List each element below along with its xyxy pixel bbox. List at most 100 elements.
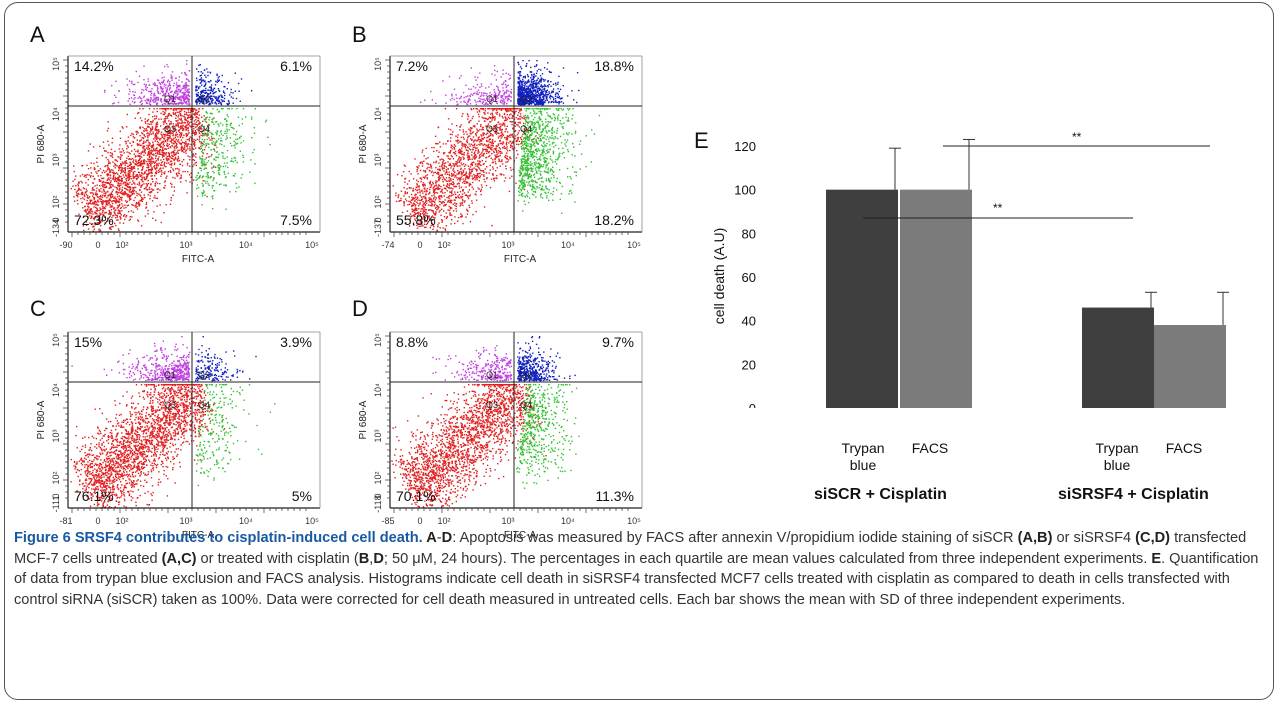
facs-y-tick-label: -118 (373, 495, 383, 512)
facs-x-tick-label: 10³ (501, 516, 514, 526)
caption-ref-ab: (A,B) (1017, 530, 1053, 546)
caption-text-5: or treated with cisplatin ( (196, 550, 359, 567)
group-label-sisrsf4: siSRSF4 + Cisplatin (1058, 486, 1209, 503)
facs-quadrant-name: Q4 (520, 124, 532, 134)
facs-y-tick-label: 10⁴ (51, 383, 61, 397)
bar-y-axis-label: cell death (A.U) (711, 228, 727, 324)
facs-y-tick-label: 10² (373, 471, 383, 484)
facs-x-tick-label: 10⁴ (239, 516, 253, 526)
facs-dots (70, 336, 276, 509)
facs-dots (392, 60, 601, 233)
facs-y-tick-label: 10³ (51, 153, 61, 166)
quadrant-percent-q4: 5% (291, 488, 312, 504)
facs-y-tick-label: 10³ (51, 429, 61, 442)
facs-y-tick-label: 10⁵ (51, 57, 61, 71)
significance-mark-2: ** (1072, 130, 1082, 144)
facs-y-tick-label: 10⁴ (373, 383, 383, 397)
facs-svg: -81 0 10² 10³ 10⁴ 10⁵10⁵10⁴10³10²0-111FITC-AP… (36, 331, 321, 541)
facs-plot-c: -81 0 10² 10³ 10⁴ 10⁵ 10⁵ 10⁴ 10³ 10² 0 -111 FITC-A P… (36, 322, 326, 562)
facs-dots (70, 60, 271, 233)
facs-y-tick-label: 10³ (373, 429, 383, 442)
facs-y-tick-label: -111 (51, 496, 61, 513)
facs-quadrant-name: Q1 (486, 94, 498, 104)
panel-label-b: B (352, 22, 367, 47)
facs-x-tick-label: 10³ (179, 516, 192, 526)
caption-text-8: . Quantification of data from trypan blu… (14, 550, 1259, 608)
facs-x-axis-label: FITC-A (504, 530, 537, 541)
quadrant-percent-q3: 70.1% (396, 488, 436, 504)
bar-chart-svg: 0 20 40 60 80 100 120 cell death (A.U) ** ** (711, 130, 1229, 408)
facs-x-tick-label: 10³ (179, 240, 192, 250)
figure-caption: Figure 6 SRSF4 contributes to cisplatin-… (14, 528, 1266, 610)
facs-x-tick-label: -90 (59, 240, 72, 250)
facs-quadrant-name: Q1 (164, 370, 176, 380)
facs-x-axis-label: FITC-A (504, 254, 537, 265)
quadrant-percent-q1: 8.8% (396, 334, 428, 350)
facs-x-tick-label: 10² (437, 240, 450, 250)
bar-y-tick-label: 120 (734, 139, 756, 154)
quadrant-percent-q1: 15% (74, 334, 103, 350)
caption-ref-cd: (C,D) (1135, 530, 1171, 546)
quadrant-percent-q4: 11.3% (595, 488, 634, 504)
facs-y-tick-label: 10³ (373, 153, 383, 166)
caption-ref-e: E (1151, 550, 1162, 567)
quadrant-percent-q2: 18.8% (594, 58, 634, 74)
figure-frame (4, 2, 1274, 700)
facs-quadrant-name: Q2 (198, 94, 210, 104)
bar-y-tick-label: 0 (749, 401, 756, 408)
facs-y-tick-label: -134 (51, 219, 61, 237)
facs-y-tick-label: 0 (373, 217, 383, 222)
facs-x-tick-label: -74 (381, 240, 394, 250)
facs-quadrant-name: Q2 (520, 94, 532, 104)
facs-x-axis-label: FITC-A (182, 254, 215, 265)
quadrant-percent-q2: 6.1% (280, 58, 312, 74)
bar-chart-e: E 0 20 40 60 80 100 120 cell death (A.U) ** ** Tr… (688, 108, 1262, 528)
facs-quadrant-name: Q3 (164, 400, 176, 410)
facs-x-tick-label: -85 (381, 516, 394, 526)
panel-label-d: D (352, 296, 368, 321)
bar-2 (900, 189, 972, 408)
facs-x-tick-label: 10² (437, 516, 450, 526)
facs-x-tick-label: 0 (417, 240, 422, 250)
category-label-facs-2: FACS (1165, 440, 1203, 456)
facs-quadrant-name: Q4 (198, 124, 210, 134)
facs-plot-b: -74 0 10² 10³ 10⁴ 10⁵ 10⁵ 10⁴ 10³ 10² 0 -137 FITC-A P… (358, 46, 648, 286)
facs-quadrant-name: Q3 (486, 400, 498, 410)
facs-x-tick-label: 10⁵ (305, 516, 319, 526)
facs-x-tick-label: 10² (115, 240, 128, 250)
group-label-siscr: siSCR + Cisplatin (814, 486, 947, 503)
facs-x-tick-label: 10⁴ (239, 240, 253, 250)
facs-y-axis-label: PI 680-A (36, 400, 47, 439)
facs-svg: -85 0 10² 10³ 10⁴ 10⁵10⁵10⁴10³10²0-118FITC-AP… (358, 331, 643, 541)
facs-y-axis-label: PI 680-A (36, 124, 47, 163)
facs-x-tick-label: 10⁵ (305, 240, 319, 250)
facs-quadrant-name: Q4 (198, 400, 210, 410)
facs-x-tick-label: 10⁴ (561, 240, 575, 250)
panel-label-c: C (30, 296, 46, 321)
bar-y-tick-label: 80 (742, 226, 756, 241)
significance-mark-1: ** (993, 201, 1003, 215)
caption-text-7: ; 50 μM, 24 hours). The percentages in e… (383, 550, 1152, 567)
facs-x-tick-label: 10⁴ (561, 516, 575, 526)
caption-text-2: : Apoptosis was measured by FACS after a… (452, 530, 1018, 546)
facs-y-axis-label: PI 680-A (358, 400, 369, 439)
bar-3 (1082, 307, 1154, 408)
facs-y-tick-label: 0 (373, 493, 383, 498)
facs-svg: -74 0 10² 10³ 10⁴ 10⁵10⁵10⁴10³10²0-137FITC-AP… (358, 55, 643, 265)
bar-y-tick-label: 20 (742, 357, 756, 372)
caption-ref-b: B (358, 550, 370, 567)
facs-y-tick-label: 10⁵ (373, 57, 383, 71)
facs-x-axis-label: FITC-A (182, 530, 215, 541)
caption-text-4: transfected MCF-7 cells untreated (14, 530, 1247, 567)
facs-plot-d: -85 0 10² 10³ 10⁴ 10⁵ 10⁵ 10⁴ 10³ 10² 0 -118 FITC-A P… (358, 322, 648, 562)
quadrant-percent-q4: 18.2% (594, 212, 634, 228)
caption-ref-d: D (441, 530, 453, 546)
facs-quadrant-name: Q1 (486, 370, 498, 380)
facs-quadrant-name: Q2 (198, 370, 210, 380)
caption-text-3: or siSRSF4 (1052, 530, 1136, 546)
caption-ref-ac: (A,C) (161, 550, 197, 567)
caption-text-6: , (369, 550, 374, 567)
facs-y-tick-label: 10⁵ (51, 333, 61, 347)
bar-1 (826, 189, 898, 408)
facs-y-tick-label: 0 (51, 217, 61, 222)
